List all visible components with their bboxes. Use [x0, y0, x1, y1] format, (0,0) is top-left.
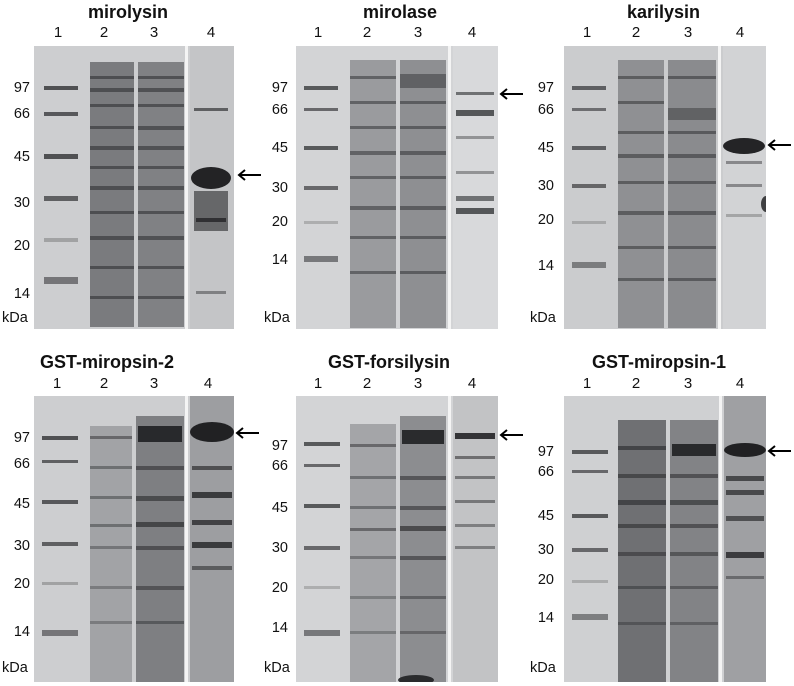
- marker-label-30: 30: [537, 178, 554, 194]
- lane-label-4: 4: [467, 375, 477, 392]
- panel-title: mirolase: [363, 2, 438, 22]
- marker-label-97: 97: [537, 444, 554, 460]
- unit-label: kDa: [2, 310, 28, 326]
- lane-label-1: 1: [582, 375, 592, 392]
- arrow-icon: [499, 88, 523, 100]
- marker-label-20: 20: [271, 214, 288, 230]
- lane-label-3: 3: [413, 375, 423, 392]
- marker-label-14: 14: [271, 620, 288, 636]
- panel-title: GST-forsilysin: [328, 352, 451, 372]
- marker-label-20: 20: [537, 572, 554, 588]
- marker-label-30: 30: [537, 542, 554, 558]
- arrow-icon: [235, 427, 259, 439]
- marker-label-14: 14: [13, 286, 30, 302]
- panel-title: mirolysin: [88, 2, 169, 22]
- gel-bands: [34, 46, 234, 329]
- marker-label-66: 66: [537, 464, 554, 480]
- lane-label-4: 4: [467, 24, 477, 41]
- lane-label-3: 3: [149, 24, 159, 41]
- marker-label-30: 30: [271, 540, 288, 556]
- marker-label-97: 97: [13, 430, 30, 446]
- marker-label-45: 45: [13, 496, 30, 512]
- lane-label-2: 2: [362, 24, 372, 41]
- marker-label-66: 66: [13, 456, 30, 472]
- marker-label-45: 45: [537, 140, 554, 156]
- lane-label-1: 1: [52, 375, 62, 392]
- unit-label: kDa: [264, 310, 290, 326]
- lane-label-3: 3: [683, 375, 693, 392]
- marker-label-20: 20: [13, 576, 30, 592]
- marker-label-97: 97: [271, 438, 288, 454]
- marker-label-97: 97: [13, 80, 30, 96]
- lane-label-3: 3: [413, 24, 423, 41]
- marker-label-14: 14: [537, 610, 554, 626]
- marker-label-20: 20: [271, 580, 288, 596]
- marker-label-45: 45: [271, 140, 288, 156]
- lane-label-2: 2: [99, 375, 109, 392]
- marker-label-14: 14: [13, 624, 30, 640]
- marker-label-20: 20: [13, 238, 30, 254]
- gel-image: [564, 46, 766, 329]
- arrow-icon: [767, 445, 791, 457]
- gel-image: [34, 396, 234, 682]
- arrow-icon: [499, 429, 523, 441]
- lane-label-1: 1: [313, 375, 323, 392]
- gel-image: [564, 396, 766, 682]
- marker-label-66: 66: [271, 102, 288, 118]
- gel-image: [296, 46, 498, 329]
- lane-label-4: 4: [735, 375, 745, 392]
- lane-label-1: 1: [53, 24, 63, 41]
- lane-label-1: 1: [582, 24, 592, 41]
- marker-label-30: 30: [271, 180, 288, 196]
- lane-label-4: 4: [735, 24, 745, 41]
- lane-label-4: 4: [203, 375, 213, 392]
- marker-label-30: 30: [13, 195, 30, 211]
- lane-label-3: 3: [149, 375, 159, 392]
- gel-bands: [296, 396, 498, 682]
- marker-label-66: 66: [537, 102, 554, 118]
- marker-label-66: 66: [13, 106, 30, 122]
- arrow-icon: [767, 139, 791, 151]
- gel-image: [34, 46, 234, 329]
- gel-bands: [34, 396, 234, 682]
- gel-bands: [564, 46, 766, 329]
- panel-title: GST-miropsin-1: [592, 352, 727, 372]
- lane-label-2: 2: [631, 24, 641, 41]
- marker-label-20: 20: [537, 212, 554, 228]
- unit-label: kDa: [530, 310, 556, 326]
- gel-image: [296, 396, 498, 682]
- lane-label-2: 2: [99, 24, 109, 41]
- marker-label-45: 45: [13, 149, 30, 165]
- unit-label: kDa: [2, 660, 28, 676]
- arrow-icon: [237, 169, 261, 181]
- lane-label-2: 2: [362, 375, 372, 392]
- gel-bands: [564, 396, 766, 682]
- lane-label-4: 4: [206, 24, 216, 41]
- panel-title: GST-miropsin-2: [40, 352, 175, 372]
- marker-label-97: 97: [271, 80, 288, 96]
- unit-label: kDa: [530, 660, 556, 676]
- marker-label-45: 45: [271, 500, 288, 516]
- marker-label-97: 97: [537, 80, 554, 96]
- lane-label-1: 1: [313, 24, 323, 41]
- marker-label-14: 14: [271, 252, 288, 268]
- marker-label-66: 66: [271, 458, 288, 474]
- lane-label-3: 3: [683, 24, 693, 41]
- marker-label-14: 14: [537, 258, 554, 274]
- gel-bands: [296, 46, 498, 329]
- marker-label-30: 30: [13, 538, 30, 554]
- panel-title: karilysin: [627, 2, 701, 22]
- unit-label: kDa: [264, 660, 290, 676]
- marker-label-45: 45: [537, 508, 554, 524]
- lane-label-2: 2: [631, 375, 641, 392]
